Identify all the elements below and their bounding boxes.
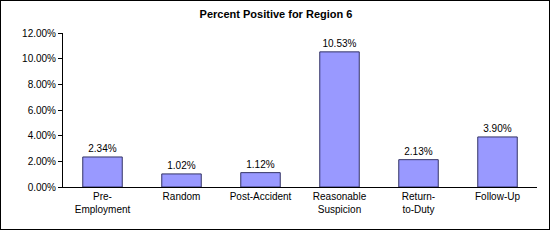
svg-text:0.00%: 0.00% [28, 182, 56, 193]
svg-text:2.13%: 2.13% [404, 146, 432, 157]
svg-text:2.34%: 2.34% [88, 143, 116, 154]
svg-text:Return-to-Duty: Return-to-Duty [402, 191, 435, 215]
svg-text:2.00%: 2.00% [28, 156, 56, 167]
svg-text:4.00%: 4.00% [28, 130, 56, 141]
svg-text:1.12%: 1.12% [246, 159, 274, 170]
svg-text:3.90%: 3.90% [483, 123, 511, 134]
svg-text:6.00%: 6.00% [28, 105, 56, 116]
svg-text:12.00%: 12.00% [22, 28, 56, 39]
svg-text:ReasonableSuspicion: ReasonableSuspicion [313, 191, 367, 215]
svg-text:10.00%: 10.00% [22, 53, 56, 64]
svg-text:Post-Accident: Post-Accident [230, 191, 292, 202]
svg-text:Random: Random [163, 191, 201, 202]
svg-text:Pre-Employment: Pre-Employment [75, 191, 131, 215]
svg-text:Follow-Up: Follow-Up [475, 191, 520, 202]
svg-text:10.53%: 10.53% [322, 38, 356, 49]
svg-text:1.02%: 1.02% [167, 160, 195, 171]
svg-text:Percent Positive for Region 6: Percent Positive for Region 6 [200, 8, 353, 20]
svg-text:8.00%: 8.00% [28, 79, 56, 90]
